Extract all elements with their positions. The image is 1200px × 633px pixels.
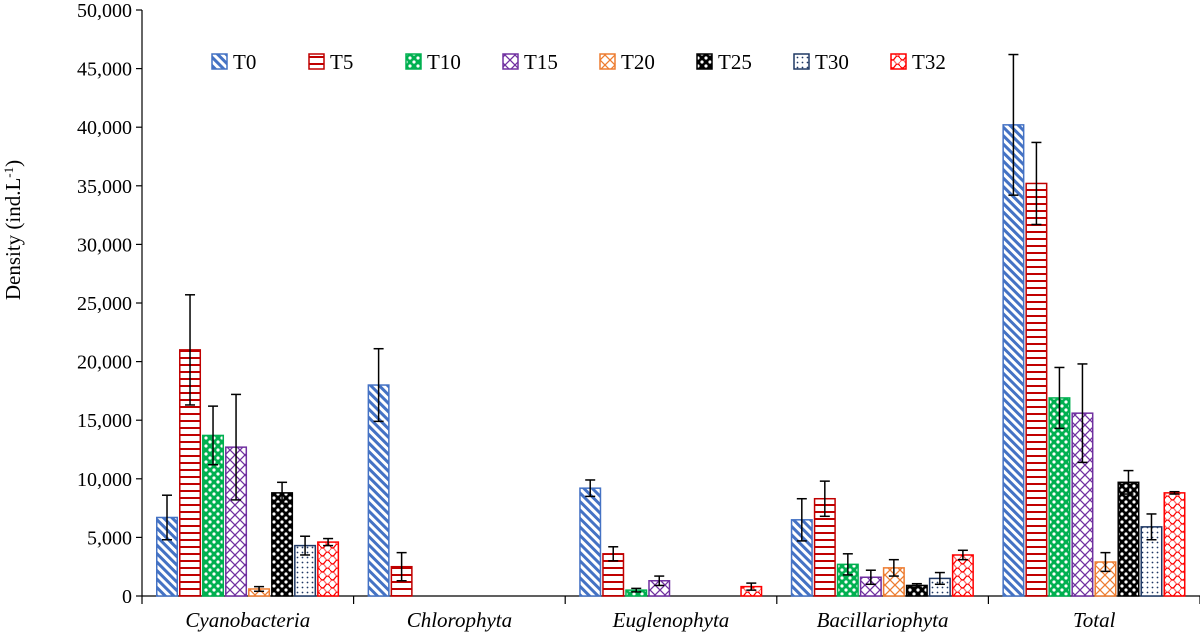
error-bar bbox=[1100, 551, 1111, 573]
legend-item: T15 bbox=[502, 50, 558, 74]
legend-label: T10 bbox=[427, 50, 461, 74]
y-tick-label: 40,000 bbox=[77, 117, 132, 139]
error-bar bbox=[842, 553, 853, 576]
error-bar bbox=[231, 393, 242, 501]
legend-swatch bbox=[308, 53, 325, 70]
error-bar bbox=[300, 535, 311, 556]
error-bar bbox=[654, 575, 665, 587]
legend-label: T15 bbox=[524, 50, 558, 74]
bar bbox=[951, 554, 974, 597]
x-axis: Cyanobacteria Chlorophyta Euglenophyta Baci… bbox=[141, 595, 1200, 632]
y-tick-label: 35,000 bbox=[77, 176, 132, 198]
error-bar bbox=[608, 546, 619, 562]
x-category-label: Cyanobacteria bbox=[185, 608, 310, 632]
error-bar bbox=[865, 569, 876, 586]
legend-label: T25 bbox=[718, 50, 752, 74]
legend-item: T25 bbox=[696, 50, 752, 74]
bar bbox=[1163, 492, 1186, 597]
error-bar bbox=[396, 551, 407, 582]
legend: T0 T5 T10 T15 T20 T25 T30 T32 bbox=[211, 50, 946, 74]
error-bar bbox=[1077, 363, 1088, 464]
error-bar bbox=[585, 479, 596, 498]
error-bar bbox=[1031, 141, 1042, 226]
error-bar bbox=[888, 558, 899, 577]
error-bar bbox=[208, 405, 219, 466]
x-category-label: Euglenophyta bbox=[612, 608, 730, 632]
legend-swatch bbox=[890, 53, 907, 70]
legend-label: T30 bbox=[815, 50, 849, 74]
y-tick-label: 25,000 bbox=[77, 293, 132, 315]
bar bbox=[1117, 481, 1140, 597]
error-bar bbox=[323, 537, 334, 547]
error-bar bbox=[1054, 366, 1065, 430]
y-tick-label: 5,000 bbox=[87, 527, 132, 549]
y-tick-label: 10,000 bbox=[77, 469, 132, 491]
legend-swatch bbox=[405, 53, 422, 70]
error-bar bbox=[934, 571, 945, 586]
y-tick-label: 30,000 bbox=[77, 234, 132, 256]
x-category-label: Bacillariophyta bbox=[817, 608, 949, 632]
legend-label: T5 bbox=[330, 50, 353, 74]
y-axis: 0 5,000 10,000 15,000 20,000 25,000 30,000 35,0… bbox=[77, 0, 143, 608]
bar bbox=[317, 541, 340, 597]
legend-item: T5 bbox=[308, 50, 353, 74]
legend-label: T20 bbox=[621, 50, 655, 74]
bar bbox=[271, 492, 294, 597]
error-bar bbox=[957, 549, 968, 561]
y-tick-label: 45,000 bbox=[77, 59, 132, 81]
y-tick-label: 15,000 bbox=[77, 410, 132, 432]
x-category-label: Chlorophyta bbox=[407, 608, 512, 632]
y-tick-label: 50,000 bbox=[77, 0, 132, 22]
legend-label: T0 bbox=[233, 50, 256, 74]
legend-item: T20 bbox=[599, 50, 655, 74]
error-bar bbox=[254, 585, 265, 593]
legend-item: T32 bbox=[890, 50, 946, 74]
legend-swatch bbox=[502, 53, 519, 70]
legend-label: T32 bbox=[912, 50, 946, 74]
error-bar bbox=[1169, 490, 1180, 495]
error-bar bbox=[911, 582, 922, 588]
error-bar bbox=[1146, 513, 1157, 541]
error-bar bbox=[373, 347, 384, 423]
bar bbox=[579, 487, 602, 597]
error-bar bbox=[185, 294, 196, 406]
legend-item: T0 bbox=[211, 50, 256, 74]
legend-swatch bbox=[211, 53, 228, 70]
y-axis-label: Density (ind.L-1) bbox=[1, 160, 26, 300]
error-bar bbox=[796, 497, 807, 542]
bar bbox=[1025, 182, 1048, 597]
bars bbox=[156, 53, 1186, 597]
error-bar bbox=[631, 587, 642, 593]
legend-item: T10 bbox=[405, 50, 461, 74]
error-bar bbox=[746, 582, 757, 591]
y-tick-label: 20,000 bbox=[77, 352, 132, 374]
error-bar bbox=[1008, 53, 1019, 196]
error-bar bbox=[819, 480, 830, 518]
legend-swatch bbox=[793, 53, 810, 70]
legend-swatch bbox=[599, 53, 616, 70]
y-tick-label: 0 bbox=[122, 586, 132, 608]
error-bar bbox=[1123, 469, 1134, 495]
x-category-label: Total bbox=[1073, 608, 1116, 632]
error-bar bbox=[162, 494, 173, 541]
legend-swatch bbox=[696, 53, 713, 70]
legend-item: T30 bbox=[793, 50, 849, 74]
error-bar bbox=[277, 481, 288, 505]
